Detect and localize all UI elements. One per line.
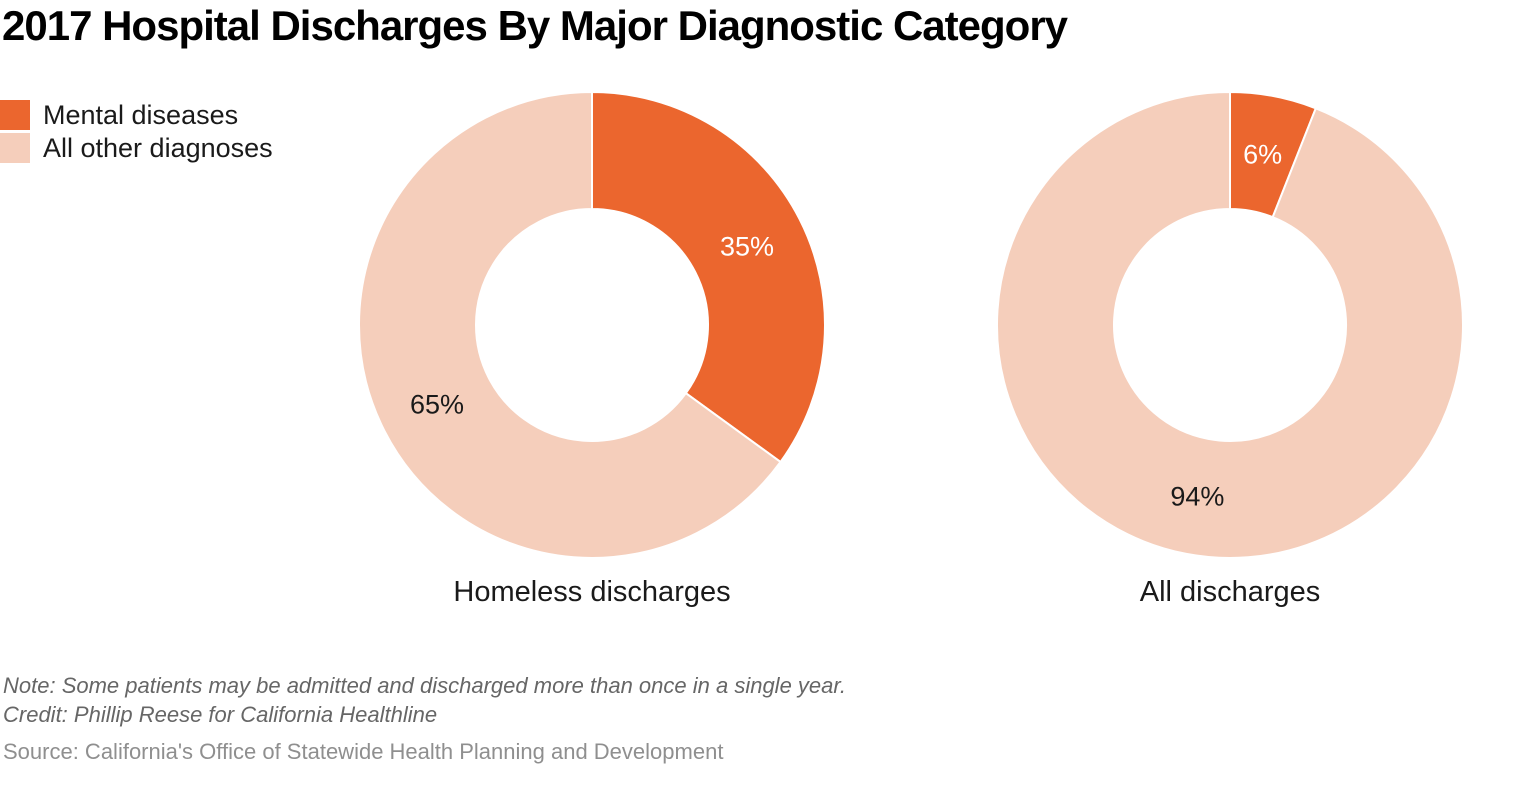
legend-swatch-all-other-diagnoses-icon: [0, 133, 30, 163]
footer-source: Source: California's Office of Statewide…: [3, 739, 724, 764]
legend-swatch-mental-diseases-icon: [0, 100, 30, 130]
legend-item-mental-diseases: Mental diseases: [0, 100, 273, 130]
legend: Mental diseases All other diagnoses: [0, 100, 273, 166]
legend-label-all-other-diagnoses: All other diagnoses: [43, 132, 273, 163]
legend-label-mental-diseases: Mental diseases: [43, 99, 239, 130]
footer-credit: Credit: Phillip Reese for California Hea…: [3, 702, 438, 727]
all-discharges-value-label-all-other-diagnoses: 94%: [1170, 481, 1224, 511]
homeless-discharges-value-label-mental-diseases: 35%: [720, 231, 774, 261]
homeless-discharges-slice-mental-diseases: [591, 90, 826, 464]
legend-item-all-other-diagnoses: All other diagnoses: [0, 133, 273, 163]
footer: Note: Some patients may be admitted and …: [3, 671, 846, 766]
chart-title: 2017 Hospital Discharges By Major Diagno…: [2, 2, 1068, 49]
all-discharges-slice-all-other-diagnoses: [995, 90, 1464, 559]
donut-caption-all-discharges: All discharges: [1139, 576, 1321, 608]
footer-note: Note: Some patients may be admitted and …: [3, 673, 847, 698]
homeless-discharges-value-label-all-other-diagnoses: 65%: [410, 389, 464, 419]
donut-homeless-discharges: 35% 65%: [358, 90, 826, 559]
donut-all-discharges: 6% 94%: [995, 90, 1464, 559]
homeless-discharges-slice-all-other-diagnoses: [358, 90, 782, 559]
all-discharges-value-label-mental-diseases: 6%: [1243, 140, 1282, 170]
donut-caption-homeless-discharges: Homeless discharges: [453, 576, 731, 608]
